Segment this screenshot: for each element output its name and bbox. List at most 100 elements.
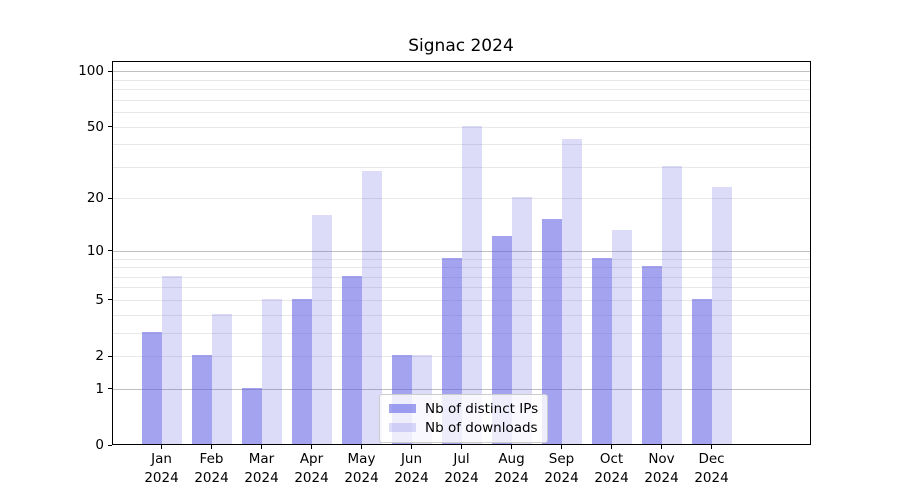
bar-distinct-ips <box>591 257 612 444</box>
bar-downloads <box>311 214 332 444</box>
x-tick <box>561 445 562 449</box>
x-tick-month: Aug <box>498 451 525 467</box>
x-tick <box>411 445 412 449</box>
y-tick <box>108 444 112 446</box>
y-tick-label: 2 <box>95 348 104 365</box>
x-tick <box>261 445 262 449</box>
bar-downloads <box>461 125 482 444</box>
x-tick-year: 2024 <box>294 470 329 486</box>
legend: Nb of distinct IPs Nb of downloads <box>379 394 549 443</box>
gridline-minor <box>113 79 810 81</box>
y-tick-label: 5 <box>95 291 104 308</box>
gridline-minor <box>113 267 810 269</box>
bar-distinct-ips <box>341 275 362 444</box>
x-tick-year: 2024 <box>594 470 629 486</box>
gridline-minor <box>113 314 810 316</box>
gridline-major <box>113 71 810 73</box>
y-tick <box>108 388 112 390</box>
x-tick-label: Oct 2024 <box>584 450 640 488</box>
bar-downloads <box>711 186 732 444</box>
x-tick-month: Oct <box>599 451 624 467</box>
x-tick-year: 2024 <box>394 470 429 486</box>
bar-downloads <box>511 197 532 444</box>
gridline-minor <box>113 299 810 301</box>
y-tick-label: 0 <box>95 437 104 453</box>
y-tick <box>108 197 112 199</box>
bar-distinct-ips <box>191 355 212 444</box>
gridline-minor <box>113 144 810 146</box>
x-tick-label: Jun 2024 <box>384 450 440 488</box>
x-tick-label: Apr 2024 <box>284 450 340 488</box>
x-tick-month: Apr <box>299 451 324 467</box>
x-tick-year: 2024 <box>444 470 479 486</box>
x-tick-label: May 2024 <box>334 450 390 488</box>
x-tick-label: Feb 2024 <box>184 450 240 488</box>
x-tick <box>361 445 362 449</box>
gridline-major <box>113 250 810 252</box>
x-tick-label: Aug 2024 <box>484 450 540 488</box>
x-tick-month: Nov <box>648 451 675 467</box>
y-tick <box>108 355 112 357</box>
x-tick-month: May <box>347 451 376 467</box>
legend-entry: Nb of distinct IPs <box>389 399 538 418</box>
x-tick <box>311 445 312 449</box>
bar-downloads <box>611 230 632 444</box>
gridline-minor <box>113 198 810 200</box>
bar-downloads <box>361 171 382 444</box>
bar-distinct-ips <box>691 298 712 444</box>
x-tick-month: Dec <box>698 451 725 467</box>
y-tick-label: 10 <box>86 242 104 259</box>
x-tick-month: Jun <box>400 451 423 467</box>
x-tick <box>511 445 512 449</box>
x-tick <box>211 445 212 449</box>
bar-downloads <box>161 275 182 444</box>
x-tick <box>161 445 162 449</box>
x-tick-year: 2024 <box>344 470 379 486</box>
bar-downloads <box>211 313 232 444</box>
plot-area <box>112 61 811 445</box>
bar-distinct-ips <box>541 219 562 444</box>
legend-entry: Nb of downloads <box>389 418 538 437</box>
x-tick-label: Nov 2024 <box>634 450 690 488</box>
gridline-minor <box>113 126 810 128</box>
y-tick-label: 50 <box>86 118 104 135</box>
x-tick-label: Jan 2024 <box>134 450 190 488</box>
gridline-minor <box>113 89 810 91</box>
legend-swatch-distinct-ips <box>389 404 416 413</box>
legend-swatch-downloads <box>389 423 416 432</box>
x-tick-label: Mar 2024 <box>234 450 290 488</box>
gridline-minor <box>113 332 810 334</box>
legend-label: Nb of distinct IPs <box>425 400 539 417</box>
bar-distinct-ips <box>141 331 162 444</box>
x-tick-year: 2024 <box>694 470 729 486</box>
gridline-minor <box>113 99 810 101</box>
x-tick-month: Jan <box>151 451 172 467</box>
x-tick-month: Feb <box>199 451 224 467</box>
bar-distinct-ips <box>641 266 662 444</box>
x-tick-year: 2024 <box>144 470 179 486</box>
gridline-minor <box>113 356 810 358</box>
x-tick-label: Sep 2024 <box>534 450 590 488</box>
gridline-minor <box>113 166 810 168</box>
x-tick <box>661 445 662 449</box>
bar-distinct-ips <box>491 236 512 444</box>
y-tick <box>108 299 112 301</box>
x-tick-month: Mar <box>248 451 275 467</box>
gridline-major <box>113 388 810 390</box>
x-tick-label: Dec 2024 <box>684 450 740 488</box>
bar-downloads <box>561 139 582 444</box>
x-tick <box>711 445 712 449</box>
gridline-minor <box>113 112 810 114</box>
x-tick-year: 2024 <box>494 470 529 486</box>
x-tick-year: 2024 <box>644 470 679 486</box>
gridline-minor <box>113 287 810 289</box>
bar-distinct-ips <box>291 298 312 444</box>
x-tick-year: 2024 <box>544 470 579 486</box>
gridline-minor <box>113 276 810 278</box>
y-tick <box>108 70 112 72</box>
x-tick-year: 2024 <box>244 470 279 486</box>
y-tick-label: 100 <box>78 63 104 80</box>
y-tick-label: 1 <box>95 380 104 397</box>
x-tick <box>461 445 462 449</box>
